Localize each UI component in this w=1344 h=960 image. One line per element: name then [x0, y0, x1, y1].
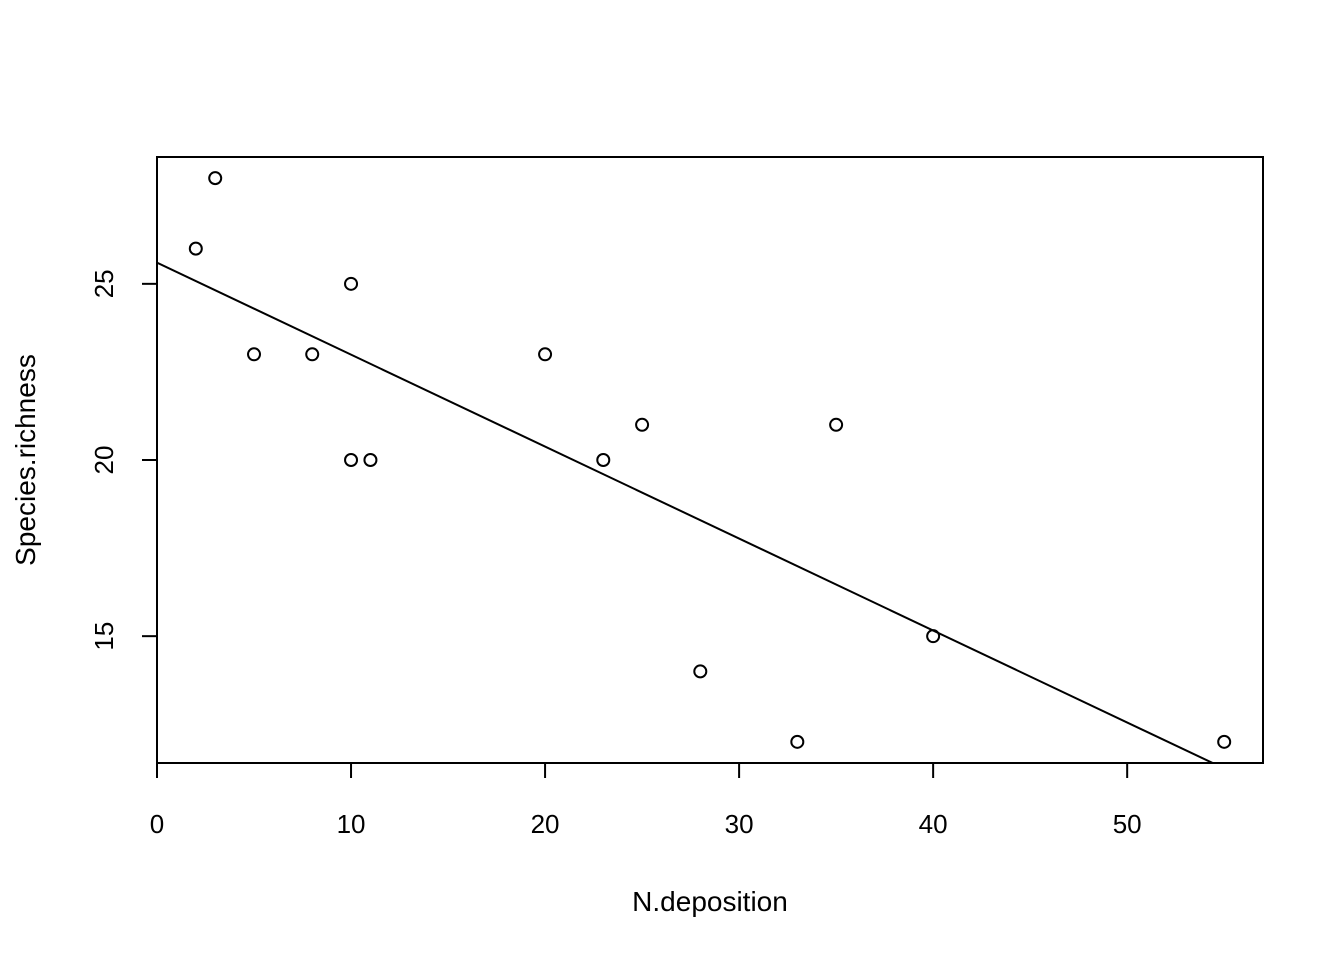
y-tick-label: 20 — [89, 446, 119, 475]
data-point — [344, 276, 359, 291]
y-axis-title: Species.richness — [10, 354, 41, 566]
x-tick-label: 10 — [337, 809, 366, 839]
x-tick-label: 40 — [919, 809, 948, 839]
data-point — [635, 417, 650, 432]
data-point — [363, 453, 378, 467]
data-point — [596, 453, 611, 467]
x-axis: 0 10 20 30 40 50 — [150, 762, 1142, 839]
data-point — [344, 453, 359, 467]
data-point — [790, 734, 805, 749]
data-point — [247, 347, 262, 362]
x-axis-title: N.deposition — [632, 886, 788, 917]
data-point — [208, 171, 223, 186]
x-tick-label: 50 — [1113, 809, 1142, 839]
data-point — [1217, 734, 1232, 749]
data-point — [693, 664, 708, 679]
data-point — [538, 347, 553, 362]
y-axis: 15 20 25 — [89, 269, 158, 651]
x-tick-label: 20 — [531, 809, 560, 839]
x-tick-label: 0 — [150, 809, 164, 839]
y-tick-label: 25 — [89, 269, 119, 298]
y-tick-label: 15 — [89, 622, 119, 651]
data-marks — [157, 171, 1232, 763]
data-point — [926, 629, 941, 644]
data-point — [188, 241, 203, 256]
regression-line — [157, 261, 1216, 763]
x-tick-label: 30 — [725, 809, 754, 839]
data-point — [305, 347, 320, 362]
data-point — [829, 417, 844, 432]
